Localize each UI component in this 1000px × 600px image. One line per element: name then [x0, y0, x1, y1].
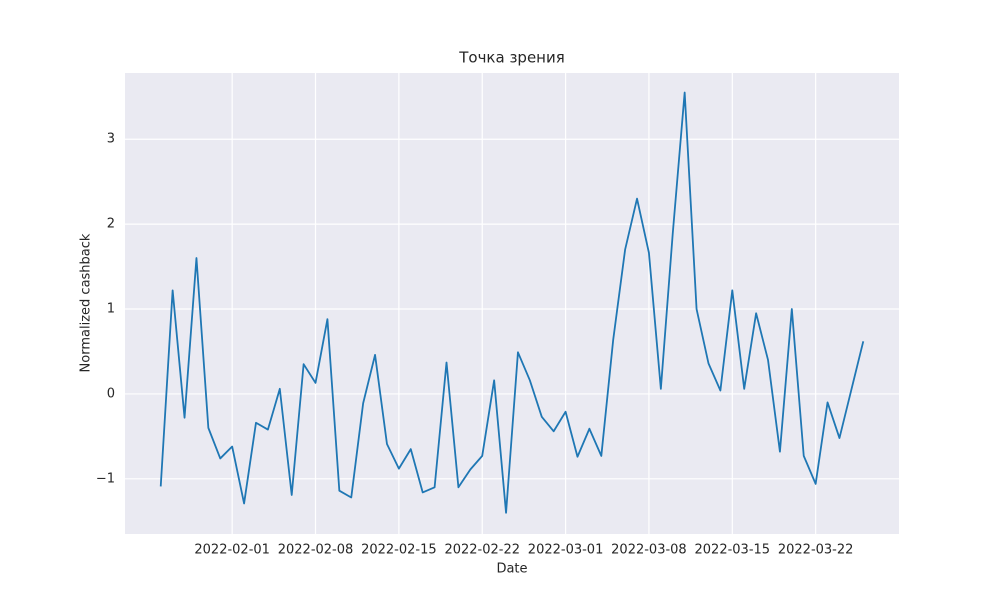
x-axis-label: Date — [496, 562, 527, 577]
y-axis-label: Normalized cashback — [79, 233, 94, 372]
y-tick-label: 0 — [107, 386, 115, 401]
x-tick-label: 2022-02-15 — [361, 543, 437, 558]
y-tick-label: 3 — [107, 132, 115, 147]
y-tick-label: 1 — [107, 302, 115, 317]
x-tick-label: 2022-03-01 — [528, 543, 604, 558]
x-tick-label: 2022-03-15 — [695, 543, 771, 558]
y-tick-label: −1 — [96, 471, 115, 486]
x-tick-label: 2022-02-08 — [278, 543, 354, 558]
x-tick-label: 2022-03-08 — [611, 543, 687, 558]
y-tick-label: 2 — [107, 217, 115, 232]
x-tick-label: 2022-02-22 — [444, 543, 520, 558]
chart-title: Точка зрения — [458, 49, 565, 67]
data-line — [159, 91, 865, 514]
plot-area — [125, 73, 899, 534]
x-tick-label: 2022-03-22 — [778, 543, 854, 558]
x-tick-label: 2022-02-01 — [194, 543, 270, 558]
